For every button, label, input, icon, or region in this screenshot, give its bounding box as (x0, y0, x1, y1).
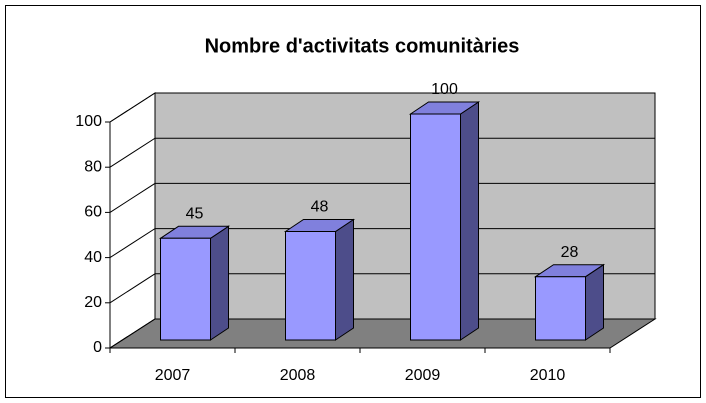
grid-line (109, 318, 655, 349)
y-tick-label: 20 (84, 294, 102, 311)
y-tick-label: 100 (75, 113, 102, 130)
grid-line (109, 137, 655, 168)
value-label: 28 (561, 244, 579, 261)
y-tick-label: 40 (84, 249, 102, 266)
grid-line (109, 228, 655, 259)
grid-line (109, 92, 655, 123)
chart-title: Nombre d'activitats comunitàries (205, 35, 520, 57)
x-tick-label: 2007 (155, 367, 191, 384)
grid-line (109, 182, 655, 213)
x-tick-label: 2009 (405, 367, 441, 384)
bar-side (460, 101, 479, 341)
bar-front (535, 276, 586, 341)
bar-side (585, 263, 604, 341)
value-label: 100 (431, 81, 458, 98)
bar (283, 218, 356, 341)
bar (158, 225, 231, 341)
bar-side (210, 225, 229, 341)
value-label: 48 (311, 199, 329, 216)
bar (533, 263, 606, 341)
y-tick-label: 60 (84, 204, 102, 221)
value-label: 45 (186, 206, 204, 223)
y-tick-label: 0 (93, 339, 102, 356)
bar-front (285, 231, 336, 341)
grid-line (109, 273, 655, 304)
bar-front (160, 237, 211, 341)
side-wall (109, 92, 156, 349)
y-tick-label: 80 (84, 158, 102, 175)
x-tick-label: 2010 (530, 367, 566, 384)
bar (408, 101, 481, 341)
x-tick-label: 2008 (280, 367, 316, 384)
bar-side (335, 218, 354, 341)
bar-front (410, 113, 461, 341)
